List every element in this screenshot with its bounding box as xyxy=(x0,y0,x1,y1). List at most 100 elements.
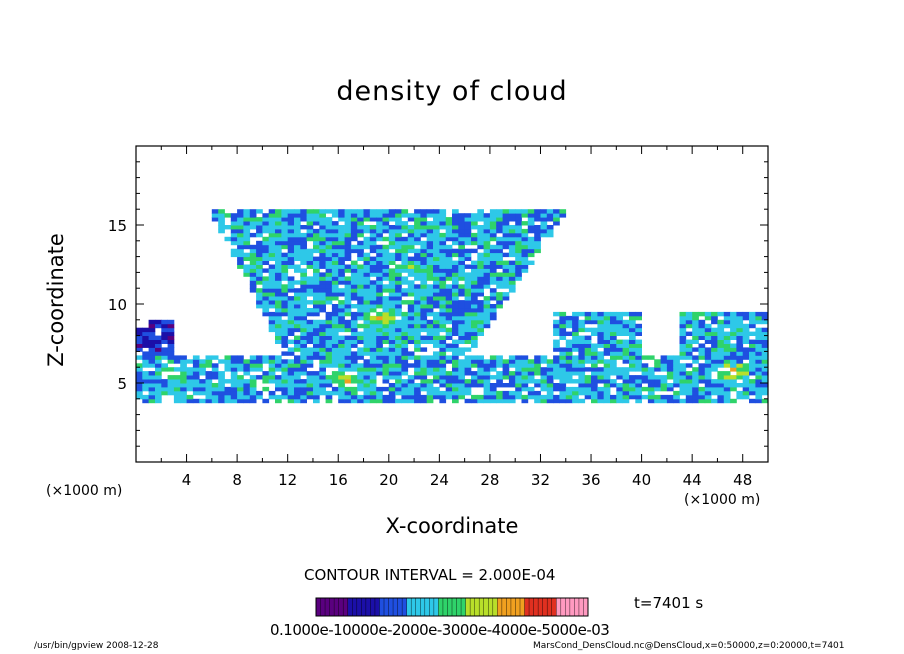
colorbar-swatch xyxy=(470,598,475,616)
density-cell xyxy=(268,379,276,384)
density-cell xyxy=(401,228,409,234)
density-cell xyxy=(281,386,289,392)
colorbar-swatch xyxy=(402,598,407,616)
density-cell xyxy=(540,367,548,372)
density-cell xyxy=(294,343,301,348)
density-cell xyxy=(439,300,447,305)
density-cell xyxy=(313,276,320,281)
density-cell xyxy=(363,228,371,234)
density-cell xyxy=(407,383,415,388)
density-cell xyxy=(369,225,377,230)
density-cell xyxy=(616,339,623,344)
density-cell xyxy=(199,386,206,392)
density-cell xyxy=(755,331,763,336)
density-cell xyxy=(572,363,579,368)
chart-title: density of cloud xyxy=(336,76,568,107)
density-cell xyxy=(243,390,251,396)
density-cell xyxy=(635,379,642,384)
density-cell xyxy=(249,268,257,273)
density-cell xyxy=(287,284,295,289)
density-cell xyxy=(496,363,503,368)
density-cell xyxy=(584,386,592,392)
density-cell xyxy=(401,367,409,372)
density-cell xyxy=(508,232,516,238)
density-cell xyxy=(622,355,630,360)
density-cell xyxy=(281,240,289,246)
density-cell xyxy=(452,359,459,364)
density-cell xyxy=(704,351,712,356)
density-cell xyxy=(142,339,149,344)
density-cell xyxy=(338,256,345,261)
density-cell xyxy=(717,335,725,340)
density-cell xyxy=(388,390,396,396)
density-cell xyxy=(565,363,573,368)
density-cell xyxy=(679,343,687,348)
density-cell xyxy=(306,232,314,238)
density-cell xyxy=(224,359,232,364)
density-cell xyxy=(711,383,718,388)
density-cell xyxy=(603,323,611,329)
density-cell xyxy=(388,288,396,293)
density-cell xyxy=(527,248,535,254)
density-cell xyxy=(376,268,383,273)
density-cell xyxy=(167,347,175,352)
density-cell xyxy=(363,276,371,281)
density-cell xyxy=(666,383,674,388)
density-cell xyxy=(471,394,478,400)
density-cell xyxy=(338,323,345,329)
density-cell xyxy=(471,221,478,226)
density-cell xyxy=(249,359,257,364)
density-cell xyxy=(616,383,623,388)
density-cell xyxy=(262,359,270,364)
density-cell xyxy=(407,260,415,265)
density-cell xyxy=(148,351,156,356)
density-cell xyxy=(483,304,491,309)
density-cell xyxy=(534,367,541,372)
density-cell xyxy=(148,335,156,340)
density-cell xyxy=(407,375,415,380)
density-cell xyxy=(136,331,143,336)
density-cell xyxy=(344,217,352,222)
density-cell xyxy=(471,319,478,325)
density-cell xyxy=(704,394,712,400)
density-cell xyxy=(420,260,428,265)
density-cell xyxy=(527,221,535,226)
density-cell xyxy=(610,327,617,333)
density-cell xyxy=(761,335,768,340)
density-cell xyxy=(426,244,434,250)
density-cell xyxy=(426,367,434,372)
density-cell xyxy=(521,260,529,265)
density-cell xyxy=(458,311,465,317)
density-cell xyxy=(319,308,326,313)
density-cell xyxy=(281,335,289,340)
density-cell xyxy=(363,308,371,313)
density-cell xyxy=(622,379,630,384)
density-cell xyxy=(319,300,326,305)
density-cell xyxy=(243,232,251,238)
density-cell xyxy=(591,383,598,388)
density-cell xyxy=(350,390,358,396)
density-cell xyxy=(268,248,276,254)
density-cell xyxy=(338,363,345,368)
density-cell xyxy=(376,359,383,364)
density-cell xyxy=(508,272,516,277)
density-cell xyxy=(344,335,352,340)
density-cell xyxy=(540,371,548,376)
density-cell xyxy=(736,390,744,396)
density-cell xyxy=(673,375,680,380)
density-cell xyxy=(192,375,200,380)
density-cell xyxy=(388,213,396,218)
density-cell xyxy=(483,300,491,305)
density-cell xyxy=(426,272,434,277)
density-cell xyxy=(357,383,364,388)
density-cell xyxy=(433,311,440,317)
density-cell xyxy=(376,355,383,360)
density-cell xyxy=(237,248,244,254)
density-cell xyxy=(458,217,465,222)
density-cell xyxy=(420,363,428,368)
density-cell xyxy=(382,355,390,360)
density-cell xyxy=(483,359,491,364)
density-cell xyxy=(755,355,763,360)
density-cell xyxy=(471,323,478,329)
density-cell xyxy=(142,359,149,364)
